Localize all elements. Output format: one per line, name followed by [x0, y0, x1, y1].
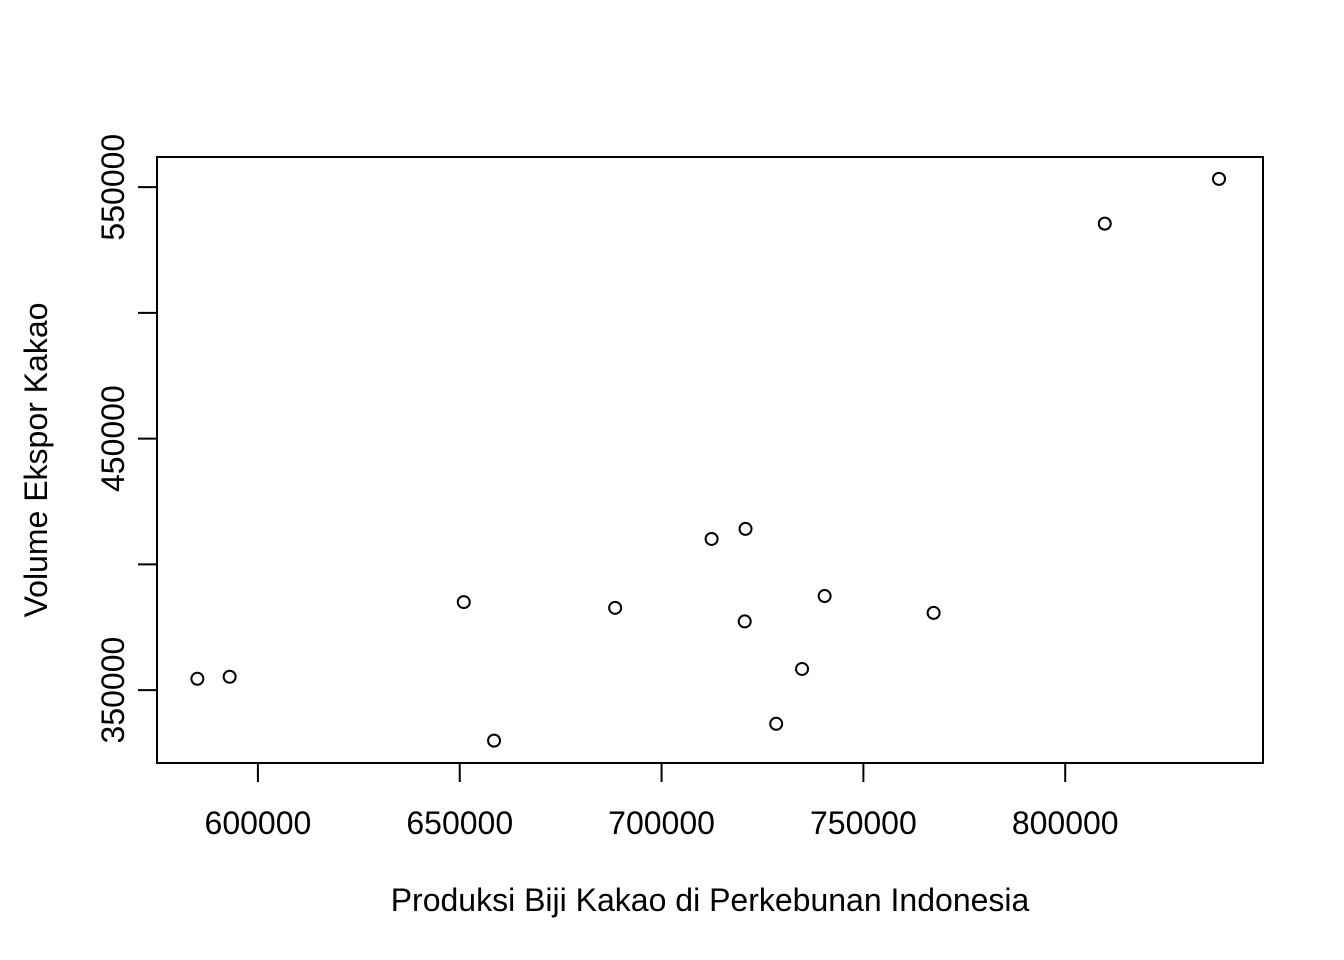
- data-point: [817, 589, 832, 604]
- data-point: [1097, 216, 1112, 231]
- data-point: [737, 614, 752, 629]
- x-tick-label: 650000: [406, 805, 513, 841]
- data-point: [926, 605, 941, 620]
- data-point: [190, 671, 205, 686]
- plot-frame: [156, 156, 1264, 764]
- x-tick-label: 700000: [608, 805, 715, 841]
- x-tick-label: 600000: [205, 805, 312, 841]
- x-axis-label: Produksi Biji Kakao di Perkebunan Indone…: [391, 882, 1030, 918]
- y-tick-label: 350000: [95, 637, 131, 744]
- data-point: [1212, 171, 1227, 186]
- data-point: [222, 669, 237, 684]
- data-point: [704, 531, 719, 546]
- data-point: [456, 595, 471, 610]
- y-tick-label: 550000: [95, 134, 131, 241]
- x-tick-label: 750000: [810, 805, 917, 841]
- data-point: [795, 661, 810, 676]
- data-point: [608, 600, 623, 615]
- data-points: [190, 171, 1227, 748]
- data-point: [738, 521, 753, 536]
- y-axis-label: Volume Ekspor Kakao: [18, 303, 54, 618]
- y-tick-label: 450000: [95, 385, 131, 492]
- data-point: [769, 716, 784, 731]
- data-point: [487, 733, 502, 748]
- x-axis: 600000 650000 700000 750000 800000: [205, 762, 1119, 841]
- x-tick-label: 800000: [1012, 805, 1119, 841]
- y-axis: 350000 450000 550000: [95, 134, 158, 744]
